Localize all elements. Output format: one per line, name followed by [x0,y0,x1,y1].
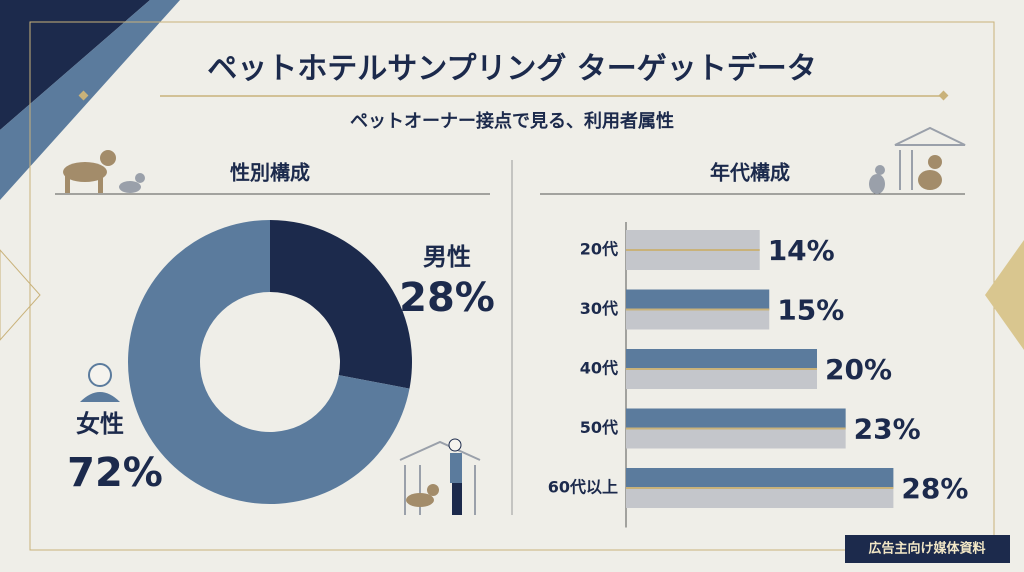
slice-value-label: 72% [67,450,163,496]
bar-value-label: 28% [901,472,968,505]
category-label: 20代 [580,240,618,259]
side-decoration [0,249,41,341]
rule-ornament [78,90,89,101]
category-label: 60代以上 [548,478,618,497]
slice-category: 女性 [76,410,124,438]
section-title: 年代構成 [710,161,790,185]
bar [626,468,894,508]
pet-icon [63,150,942,193]
bar-bottom [626,369,817,389]
footer-label: 広告主向け媒体資料 [868,541,985,557]
slice-value-label: 28% [399,275,495,321]
slice-category: 男性 [423,243,471,271]
donut-slice [270,220,412,389]
bar-top [626,289,770,310]
bar-value-label: 14% [768,234,835,267]
donut-slice [127,220,410,505]
footer-box [845,535,1010,563]
corner-decoration [0,0,180,200]
pet-icon [119,165,885,194]
bar-top [626,349,817,369]
bar-bottom [626,488,894,508]
category-label: 30代 [580,299,618,318]
bar [626,289,770,330]
bar-bottom [626,428,846,449]
rule-ornament [938,90,949,101]
bar-value-label: 15% [777,294,844,327]
bar-bottom [626,309,770,330]
bar-value-label: 23% [854,413,921,446]
bar-value-label: 20% [825,353,892,386]
category-label: 50代 [580,418,618,437]
bar-top [626,468,894,488]
page-subtitle: ペットオーナー接点で見る、利用者属性 [350,110,674,132]
bar-top [626,408,846,429]
side-decoration [985,240,1024,350]
bar [626,349,817,389]
person-icon [80,363,462,515]
category-label: 40代 [580,359,618,378]
page-title: ペットホテルサンプリング ターゲットデータ [207,52,817,87]
bar-bottom [626,250,760,270]
bar [626,408,846,449]
bar [626,230,760,270]
section-title: 性別構成 [230,161,310,185]
building-icon [399,126,966,515]
bar-top [626,230,760,250]
